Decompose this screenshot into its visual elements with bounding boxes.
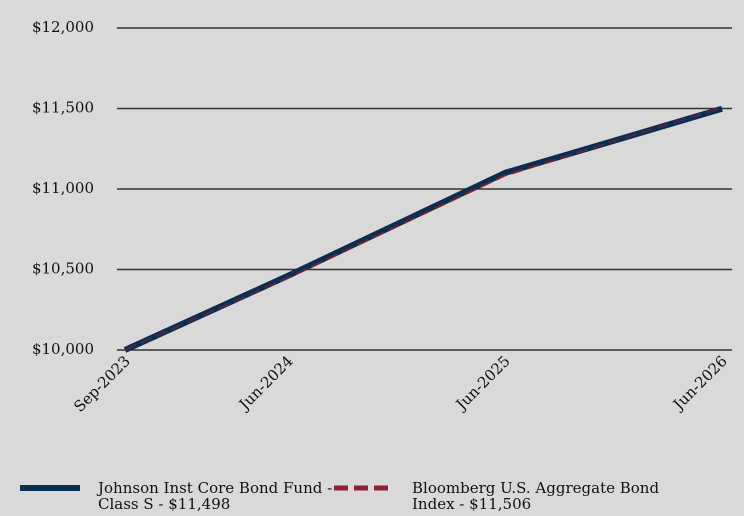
x-tick-label: Sep-2023 xyxy=(70,352,134,416)
x-tick-label: Jun-2026 xyxy=(668,352,731,415)
series-line-0-overlay xyxy=(124,106,723,352)
series-lines xyxy=(123,105,723,353)
gridlines xyxy=(117,27,732,351)
legend-label-fund-line1: Johnson Inst Core Bond Fund - xyxy=(98,479,333,497)
series-line-0 xyxy=(123,105,723,353)
y-axis-ticks: $10,000 $10,500 $11,000 $11,500 $12,000 xyxy=(32,18,94,358)
x-axis-ticks: Sep-2023 Jun-2024 Jun-2025 Jun-2026 xyxy=(70,352,731,416)
x-tick-label: Jun-2024 xyxy=(234,352,297,415)
y-tick-label: $10,000 xyxy=(32,340,94,358)
x-tick-label: Jun-2025 xyxy=(451,352,514,415)
y-tick-label: $11,000 xyxy=(32,179,94,197)
y-tick-label: $10,500 xyxy=(32,260,94,278)
legend-swatch-index xyxy=(334,485,394,491)
legend-label-fund-line2: Class S - $11,498 xyxy=(98,495,231,513)
legend-label-index-line1: Bloomberg U.S. Aggregate Bond xyxy=(412,479,660,497)
legend-label-index-line2: Index - $11,506 xyxy=(412,495,532,513)
legend-swatch-fund xyxy=(20,485,80,491)
legend: Johnson Inst Core Bond Fund - Class S - … xyxy=(0,478,744,516)
series-line-1 xyxy=(124,106,723,352)
legend-label-fund: Johnson Inst Core Bond Fund - Class S - … xyxy=(98,480,332,512)
legend-label-index: Bloomberg U.S. Aggregate Bond Index - $1… xyxy=(412,480,659,512)
y-tick-label: $11,500 xyxy=(32,99,94,117)
y-tick-label: $12,000 xyxy=(32,18,94,36)
